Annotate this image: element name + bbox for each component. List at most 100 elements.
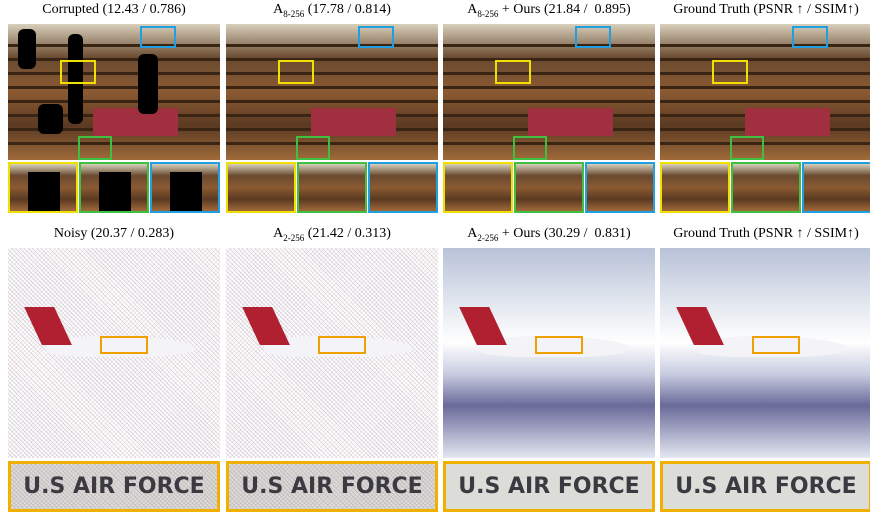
caption-text: Noisy (20.37 / 0.283) <box>53 226 175 241</box>
zoom-crop <box>585 162 655 213</box>
shelf <box>8 44 220 47</box>
zoom-crop: U.S AIR FORCE <box>660 461 870 512</box>
shelf <box>8 142 220 145</box>
box-orange <box>318 336 366 354</box>
box-blue <box>358 26 394 48</box>
plane-image <box>443 248 655 458</box>
zoom-crop <box>660 162 730 213</box>
box-yellow <box>278 60 314 84</box>
shelf <box>226 142 438 145</box>
tail <box>459 306 507 345</box>
shelf <box>226 86 438 89</box>
table <box>310 108 396 136</box>
plane-image <box>8 248 220 458</box>
shelf <box>226 58 438 61</box>
shelf <box>226 100 438 103</box>
zoom-crop <box>226 162 296 213</box>
box-green <box>513 136 547 160</box>
mask-blob <box>170 172 202 211</box>
box-blue <box>792 26 828 48</box>
zoom-crop <box>8 162 78 213</box>
box-green <box>296 136 330 160</box>
mask-blob <box>138 54 158 114</box>
zoom-crop <box>79 162 149 213</box>
box-yellow <box>712 60 748 84</box>
zoom-crop <box>297 162 367 213</box>
zoom-crop: U.S AIR FORCE <box>8 461 220 512</box>
shelf <box>8 58 220 61</box>
caption-base: A <box>467 226 478 241</box>
caption: A2-256 + Ours (30.29 / 0.831) <box>441 226 657 243</box>
shelf <box>226 72 438 75</box>
tail <box>24 306 72 345</box>
caption: A2-256 (21.42 / 0.313) <box>224 226 440 243</box>
library-image <box>226 24 438 160</box>
box-blue <box>575 26 611 48</box>
crop-text: U.S AIR FORCE <box>241 474 423 499</box>
caption-rest: + Ours (21.84 / 0.895) <box>498 2 631 17</box>
shelf <box>443 100 655 103</box>
table <box>527 108 613 136</box>
shelf <box>8 72 220 75</box>
caption: Ground Truth (PSNR ↑ / SSIM↑) <box>658 226 870 242</box>
zoom-crop: U.S AIR FORCE <box>443 461 655 512</box>
caption-base: A <box>273 226 284 241</box>
caption-sub: 8-256 <box>283 8 305 19</box>
caption-rest: (21.42 / 0.313) <box>304 226 391 241</box>
caption-sub: 8-256 <box>477 8 499 19</box>
box-green <box>78 136 112 160</box>
tail <box>676 306 724 345</box>
crop-text: U.S AIR FORCE <box>23 474 205 499</box>
caption: Noisy (20.37 / 0.283) <box>6 226 222 242</box>
table <box>92 108 178 136</box>
zoom-crop <box>731 162 801 213</box>
crop-text: U.S AIR FORCE <box>458 474 640 499</box>
caption-text: Ground Truth (PSNR ↑ / SSIM↑) <box>673 2 859 17</box>
box-green <box>730 136 764 160</box>
tail <box>242 306 290 345</box>
box-blue <box>140 26 176 48</box>
shelf <box>443 142 655 145</box>
caption-rest: (17.78 / 0.814) <box>304 2 391 17</box>
caption: A8-256 + Ours (21.84 / 0.895) <box>441 2 657 19</box>
shelf <box>660 58 870 61</box>
plane <box>698 336 847 358</box>
caption-rest: + Ours (30.29 / 0.831) <box>498 226 631 241</box>
plane <box>481 336 630 358</box>
shelf <box>8 100 220 103</box>
caption-text: Ground Truth (PSNR ↑ / SSIM↑) <box>673 226 859 241</box>
zoom-crop <box>802 162 870 213</box>
caption: Corrupted (12.43 / 0.786) <box>6 2 222 18</box>
shelf <box>443 72 655 75</box>
zoom-crop: U.S AIR FORCE <box>226 461 438 512</box>
box-orange <box>752 336 800 354</box>
box-yellow <box>60 60 96 84</box>
plane-image <box>660 248 870 458</box>
mask-blob <box>99 172 131 211</box>
shelf <box>660 72 870 75</box>
shelf <box>660 86 870 89</box>
zoom-crop <box>368 162 438 213</box>
box-yellow <box>495 60 531 84</box>
zoom-crop <box>150 162 220 213</box>
caption-base: A <box>273 2 284 17</box>
shelf <box>443 44 655 47</box>
plane <box>46 336 195 358</box>
caption-sub: 2-256 <box>477 232 499 243</box>
shelf <box>443 86 655 89</box>
crop-text: U.S AIR FORCE <box>675 474 857 499</box>
shelf <box>660 100 870 103</box>
caption-sub: 2-256 <box>283 232 305 243</box>
shelf <box>660 142 870 145</box>
library-image <box>443 24 655 160</box>
zoom-crop <box>443 162 513 213</box>
zoom-crop <box>514 162 584 213</box>
shelf <box>660 44 870 47</box>
library-image <box>660 24 870 160</box>
plane <box>264 336 413 358</box>
shelf <box>8 86 220 89</box>
caption: Ground Truth (PSNR ↑ / SSIM↑) <box>658 2 870 18</box>
caption-text: Corrupted (12.43 / 0.786) <box>42 2 186 17</box>
caption: A8-256 (17.78 / 0.814) <box>224 2 440 19</box>
